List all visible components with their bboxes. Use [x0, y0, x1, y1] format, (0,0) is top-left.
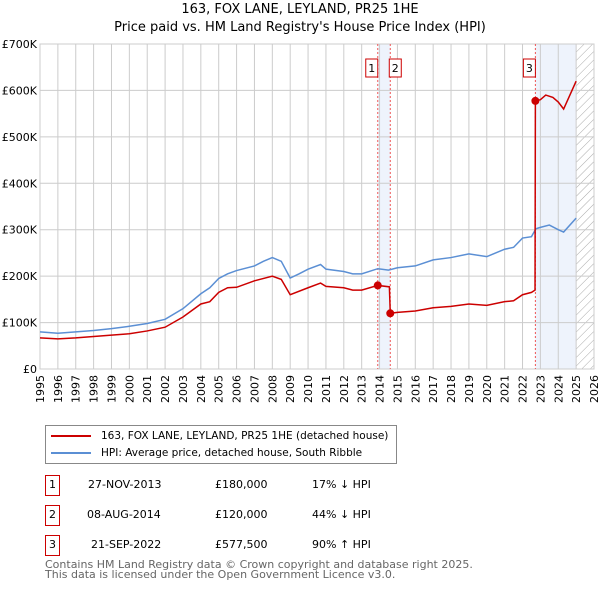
y-tick-label: £700K [2, 38, 38, 51]
x-tick-label: 2001 [141, 375, 154, 403]
forecast-hatch [576, 44, 594, 369]
footer-line: This data is licensed under the Open Gov… [45, 568, 396, 581]
date: 21-SEP-2022 [91, 538, 162, 551]
marker-badge: 3 [45, 535, 60, 556]
x-tick-label: 2021 [499, 375, 512, 403]
marker-box [522, 58, 536, 78]
x-tick-label: 2002 [159, 375, 172, 403]
hpi-diff: 90% ↑ HPI [312, 538, 371, 551]
legend-swatch [51, 452, 91, 454]
hpi-line [39, 217, 577, 335]
hpi-diff: 17% ↓ HPI [312, 478, 371, 491]
x-tick-label: 2022 [517, 375, 530, 403]
legend-label: 163, FOX LANE, LEYLAND, PR25 1HE (detach… [101, 430, 389, 442]
y-tick-label: £200K [2, 270, 38, 283]
x-tick-label: 2026 [588, 375, 600, 403]
price: £120,000 [215, 508, 268, 521]
transaction-row: 2 08-AUG-2014 £120,000 44% ↓ HPI [45, 505, 545, 526]
legend-label: HPI: Average price, detached house, Sout… [101, 447, 363, 459]
transaction-point [386, 309, 395, 318]
marker-box [365, 58, 379, 78]
marker-label: 1 [368, 62, 375, 75]
marker-badge: 2 [45, 505, 60, 526]
legend-item-hpi: HPI: Average price, detached house, Sout… [51, 445, 362, 461]
plot-border [39, 43, 595, 370]
y-tick-label: £300K [2, 224, 38, 237]
x-tick-label: 2015 [391, 375, 404, 403]
marker-label: 2 [392, 62, 399, 75]
x-tick-label: 2003 [177, 375, 190, 403]
legend: 163, FOX LANE, LEYLAND, PR25 1HE (detach… [45, 425, 397, 464]
x-tick-label: 2012 [338, 375, 351, 403]
transaction-point [531, 96, 540, 105]
x-tick-label: 2019 [463, 375, 476, 403]
x-tick-label: 2004 [195, 375, 208, 403]
transaction-point [373, 281, 382, 290]
chart-title: 163, FOX LANE, LEYLAND, PR25 1HE [181, 2, 419, 17]
x-tick-label: 2000 [123, 375, 136, 403]
date: 08-AUG-2014 [87, 508, 161, 521]
y-tick-label: £400K [2, 177, 38, 190]
plot-area: 1995 1996 1997 1998 1999 2000 2001 2002 2003 2004… [2, 38, 600, 403]
price-line [39, 80, 577, 340]
transaction-row: 3 21-SEP-2022 £577,500 90% ↑ HPI [45, 535, 545, 556]
x-tick-label: 2024 [552, 375, 565, 403]
footer-line: Contains HM Land Registry data © Crown c… [45, 558, 473, 571]
x-tick-label: 2025 [570, 375, 583, 403]
marker-label: 3 [526, 62, 533, 75]
x-tick-label: 2014 [374, 375, 387, 403]
x-tick-label: 1997 [70, 375, 83, 403]
footer: Contains HM Land Registry data © Crown c… [45, 558, 473, 581]
x-tick-label: 2007 [248, 375, 261, 403]
x-tick-label: 1996 [52, 375, 65, 403]
x-tick-label: 2020 [481, 375, 494, 403]
x-tick-label: 2008 [266, 375, 279, 403]
x-tick-label: 1998 [88, 375, 101, 403]
marker-badge: 1 [45, 475, 60, 496]
x-tick-label: 2010 [302, 375, 315, 403]
y-tick-label: £100K [2, 317, 38, 330]
shaded-region [535, 44, 577, 369]
marker-box [388, 58, 402, 78]
x-tick-label: 2005 [213, 375, 226, 403]
price: £577,500 [215, 538, 268, 551]
x-tick-label: 2011 [320, 375, 333, 403]
legend-swatch [51, 435, 91, 437]
x-tick-label: 2013 [356, 375, 369, 403]
legend-item-property: 163, FOX LANE, LEYLAND, PR25 1HE (detach… [51, 428, 388, 444]
x-tick-label: 2006 [231, 375, 244, 403]
hpi-diff: 44% ↓ HPI [312, 508, 371, 521]
x-tick-label: 2016 [409, 375, 422, 403]
chart-subtitle: Price paid vs. HM Land Registry's House … [114, 20, 486, 35]
y-tick-label: £500K [2, 131, 38, 144]
x-tick-label: 2009 [284, 375, 297, 403]
x-tick-label: 1999 [105, 375, 118, 403]
x-tick-label: 2023 [534, 375, 547, 403]
x-tick-label: 2017 [427, 375, 440, 403]
x-tick-label: 2018 [445, 375, 458, 403]
price: £180,000 [215, 478, 268, 491]
x-tick-label: 1995 [34, 375, 47, 403]
transaction-row: 1 27-NOV-2013 £180,000 17% ↓ HPI [45, 475, 545, 496]
y-tick-label: £0 [23, 363, 37, 376]
date: 27-NOV-2013 [88, 478, 162, 491]
y-tick-label: £600K [2, 84, 38, 97]
